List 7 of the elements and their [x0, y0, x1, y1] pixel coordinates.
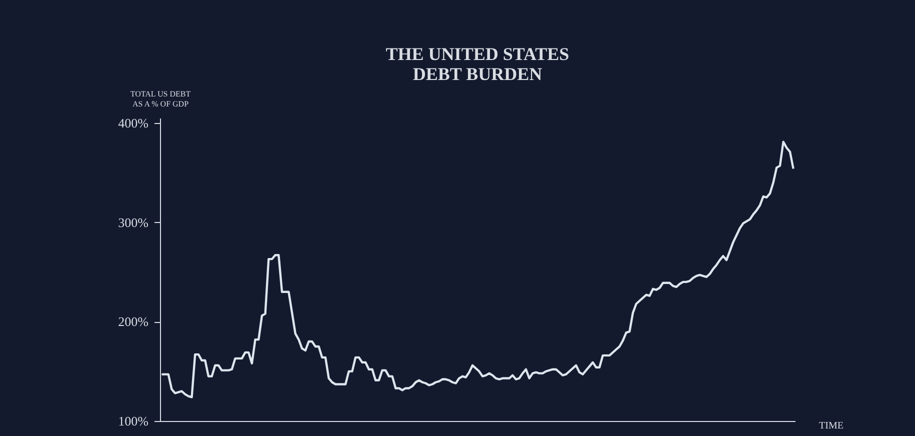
y-tick-label: 300% [118, 214, 149, 230]
x-axis-title: TIME [819, 420, 844, 432]
y-tick-label: 200% [118, 314, 149, 330]
y-tick-label: 400% [118, 115, 149, 130]
y-axis-title: TOTAL US DEBT AS A % OF GDP [130, 90, 191, 108]
y-tick-label: 100% [118, 414, 149, 428]
chart-title: THE UNITED STATES DEBT BURDEN [386, 44, 570, 84]
